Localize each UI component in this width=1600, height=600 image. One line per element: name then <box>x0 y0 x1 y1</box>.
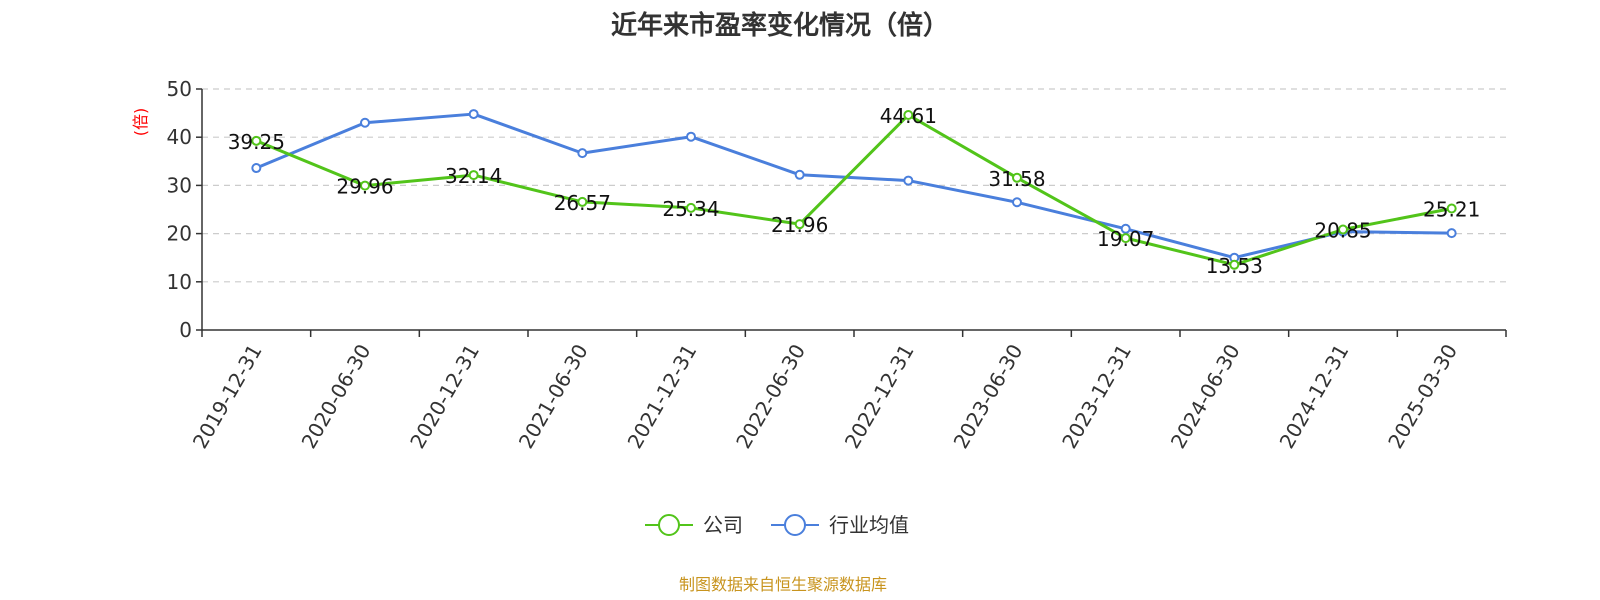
data-label: 25.21 <box>1423 197 1480 221</box>
x-tick-label: 2023-12-31 <box>1057 340 1136 453</box>
x-tick-label: 2020-12-31 <box>405 340 484 453</box>
chart-title: 近年来市盈率变化情况（倍） <box>611 10 949 41</box>
legend-item-0[interactable]: 公司 <box>645 513 743 537</box>
legend-item-1[interactable]: 行业均值 <box>771 513 909 537</box>
data-point <box>577 196 588 207</box>
data-point <box>1120 223 1131 234</box>
y-axis-label: (倍) <box>131 108 150 137</box>
x-tick-label: 2024-12-31 <box>1274 340 1353 453</box>
data-point <box>794 169 805 180</box>
data-point <box>468 109 479 120</box>
legend-label: 行业均值 <box>829 513 909 537</box>
legend-marker <box>784 514 806 536</box>
axes: 0 10 20 30 40 50 2019-12-31 2020-06-30 2020-12-3… <box>167 77 1507 453</box>
legend-marker <box>658 514 680 536</box>
series-line-0 <box>255 113 1452 267</box>
series-line-1 <box>255 112 1452 260</box>
data-label: 39.25 <box>228 130 285 154</box>
data-point <box>794 219 805 230</box>
data-labels: 39.25 29.96 32.14 26.57 25.34 21.96 44.61 31.58… <box>228 104 1481 278</box>
data-point <box>360 117 370 128</box>
x-tick-label: 2023-06-30 <box>948 340 1027 453</box>
data-point <box>251 163 262 174</box>
x-tick-label: 2021-12-31 <box>622 340 701 453</box>
data-source-note: 制图数据来自恒生聚源数据库 <box>679 575 887 594</box>
data-point <box>360 180 370 191</box>
data-point <box>686 131 696 142</box>
data-label: 13.53 <box>1206 254 1263 278</box>
y-tick-label: 40 <box>167 125 192 149</box>
data-label: 29.96 <box>336 175 393 199</box>
x-tick-label: 2022-12-31 <box>840 340 919 453</box>
data-point <box>686 202 696 213</box>
x-tick-label: 2019-12-31 <box>188 340 267 453</box>
data-label: 19.07 <box>1097 227 1154 251</box>
data-point <box>903 109 914 120</box>
data-point <box>903 175 914 186</box>
x-tick-label: 2025-03-30 <box>1383 340 1462 453</box>
data-label: 26.57 <box>554 191 611 215</box>
data-label: 32.14 <box>445 164 502 188</box>
data-point <box>1338 224 1348 235</box>
y-tick-label: 20 <box>167 222 192 246</box>
data-point <box>1446 228 1457 239</box>
x-tick-label: 2020-06-30 <box>296 340 375 453</box>
x-tick-label: 2021-06-30 <box>514 340 593 453</box>
data-point <box>1446 203 1457 214</box>
data-label: 31.58 <box>988 167 1045 191</box>
data-point <box>1229 259 1240 270</box>
data-point <box>1012 172 1022 183</box>
x-tick-label: 2024-06-30 <box>1166 340 1245 453</box>
grid-lines <box>202 88 1506 283</box>
legend-label: 公司 <box>703 513 743 537</box>
x-tick-label: 2022-06-30 <box>731 340 810 453</box>
data-point <box>1120 233 1131 244</box>
data-point <box>468 170 479 181</box>
data-point <box>577 148 588 159</box>
y-tick-label: 10 <box>167 270 192 294</box>
data-point <box>251 135 262 146</box>
data-label: 20.85 <box>1314 219 1371 243</box>
y-tick-label: 50 <box>167 77 192 101</box>
data-label: 21.96 <box>771 213 828 237</box>
y-tick-label: 30 <box>167 173 192 197</box>
series-layer <box>251 109 1457 270</box>
data-label: 25.34 <box>662 197 719 221</box>
y-tick-label: 0 <box>179 318 192 342</box>
data-label: 44.61 <box>880 104 937 128</box>
legend[interactable]: 公司 行业均值 <box>645 513 909 537</box>
data-point <box>1012 197 1022 208</box>
